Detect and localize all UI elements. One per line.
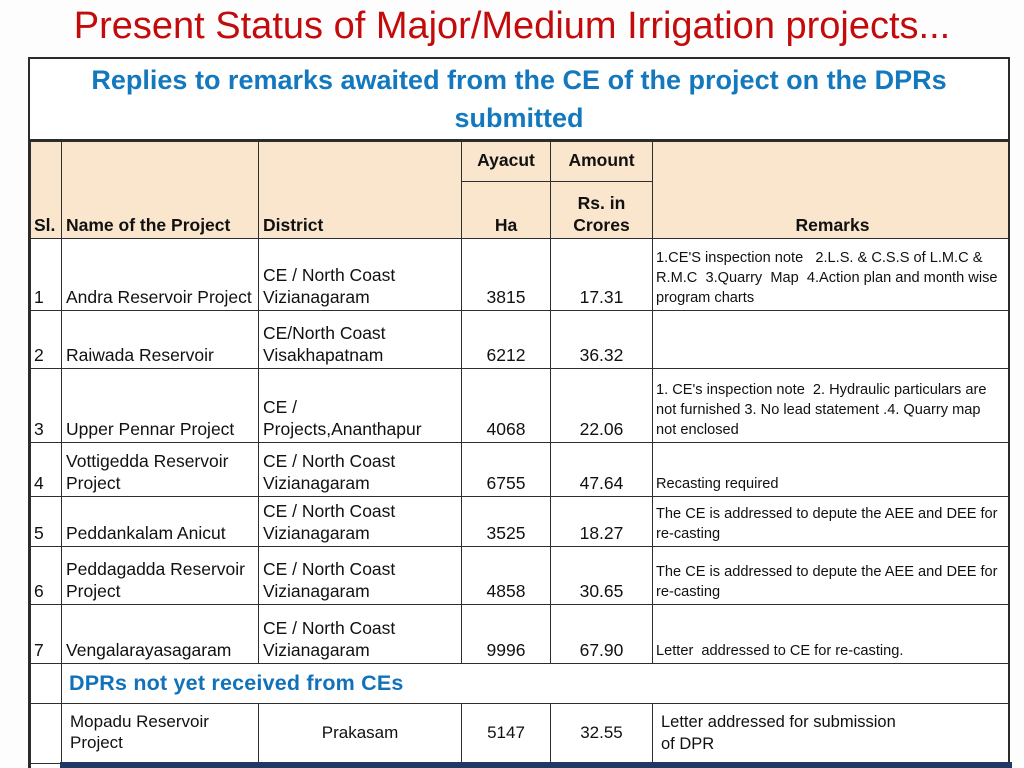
cell-name: Upper Pennar Project <box>61 368 259 443</box>
header-ayacut-unit: Ha <box>461 181 551 239</box>
panel-subtitle: Replies to remarks awaited from the CE o… <box>30 59 1008 141</box>
table-row: 7 Vengalarayasagaram CE / North Coast Vi… <box>30 604 1008 664</box>
cell-name: Raiwada Reservoir <box>61 310 259 369</box>
cell-amount: 17.31 <box>550 238 653 311</box>
cell-remarks: Letter addressed for submission of DPR <box>652 703 1008 764</box>
cell-remarks: The CE is addressed to depute the AEE an… <box>652 496 1008 547</box>
cell-sl: 6 <box>30 546 62 605</box>
cell-ayacut: 3525 <box>461 496 551 547</box>
cell-sl: 5 <box>30 496 62 547</box>
table-row: 4 Vottigedda Reservoir Project CE / Nort… <box>30 442 1008 497</box>
cell-name: Peddagadda Reservoir Project <box>61 546 259 605</box>
cell-ayacut: 5147 <box>461 703 551 764</box>
cell-sl: 3 <box>30 368 62 443</box>
cell-ayacut: 9996 <box>461 604 551 664</box>
cell-amount: 36.32 <box>550 310 653 369</box>
cell-sl: 7 <box>30 604 62 664</box>
section-header-dprs: DPRs not yet received from CEs <box>61 663 1008 704</box>
cell-name: Vottigedda Reservoir Project <box>61 442 259 497</box>
header-row-top: Sl. Name of the Project District Ayacut … <box>30 141 1008 239</box>
cell-ayacut: 4068 <box>461 368 551 443</box>
table-row: 5 Peddankalam Anicut CE / North Coast Vi… <box>30 496 1008 547</box>
cell-remarks: Letter addressed to CE for re-casting. <box>652 604 1008 664</box>
header-name: Name of the Project <box>61 141 259 239</box>
header-remarks: Remarks <box>652 141 1008 239</box>
cell-name: Peddankalam Anicut <box>61 496 259 547</box>
cell-district: CE/North Coast Visakhapatnam <box>258 310 462 369</box>
header-sl: Sl. <box>30 141 62 239</box>
header-ayacut: Ayacut <box>461 141 551 182</box>
cell-remarks: 1. CE's inspection note 2. Hydraulic par… <box>652 368 1008 443</box>
table-panel: Replies to remarks awaited from the CE o… <box>28 57 1010 768</box>
cell-name: Mopadu Reservoir Project <box>61 703 259 764</box>
cell-district: CE / North Coast Vizianagaram <box>258 442 462 497</box>
cell-ayacut: 3815 <box>461 238 551 311</box>
cell-name: Andra Reservoir Project <box>61 238 259 311</box>
cell-amount: 30.65 <box>550 546 653 605</box>
projects-table: Sl. Name of the Project District Ayacut … <box>30 141 1009 768</box>
cell-district: CE / North Coast Vizianagaram <box>258 546 462 605</box>
cell-district: CE / Projects,Ananthapur <box>258 368 462 443</box>
cell-district: CE / North Coast Vizianagaram <box>258 496 462 547</box>
cell-ayacut: 6212 <box>461 310 551 369</box>
cell-ayacut: 4858 <box>461 546 551 605</box>
cell-sl: 2 <box>30 310 62 369</box>
cell-sl <box>30 763 62 768</box>
cell-remarks <box>652 310 1008 369</box>
cell-district: CE / North Coast Vizianagaram <box>258 238 462 311</box>
table-row: Mopadu Reservoir Project Prakasam 5147 3… <box>30 703 1008 764</box>
footer-bar <box>60 762 1012 768</box>
cell-remarks: 1.CE'S inspection note 2.L.S. & C.S.S of… <box>652 238 1008 311</box>
table-row: 3 Upper Pennar Project CE / Projects,Ana… <box>30 368 1008 443</box>
page-title: Present Status of Major/Medium Irrigatio… <box>73 5 951 47</box>
header-row-units: Ha Rs. in Crores <box>31 181 1009 239</box>
table-row: 2 Raiwada Reservoir CE/North Coast Visak… <box>30 310 1008 369</box>
cell-sl: 1 <box>30 238 62 311</box>
cell-amount: 22.06 <box>550 368 653 443</box>
cell-remarks: The CE is addressed to depute the AEE an… <box>652 546 1008 605</box>
cell-amount: 18.27 <box>550 496 653 547</box>
section-header-row: DPRs not yet received from CEs <box>30 663 1008 704</box>
cell-district: CE / North Coast Vizianagaram <box>258 604 462 664</box>
header-amount: Amount <box>550 141 653 182</box>
table-row: 1 Andra Reservoir Project CE / North Coa… <box>30 238 1008 311</box>
cell-ayacut: 6755 <box>461 442 551 497</box>
cell-sl-empty <box>30 663 62 704</box>
header-amount-unit: Rs. in Crores <box>550 181 653 239</box>
cell-amount: 47.64 <box>550 442 653 497</box>
cell-remarks: Recasting required <box>652 442 1008 497</box>
table-row: 6 Peddagadda Reservoir Project CE / Nort… <box>30 546 1008 605</box>
cell-district: Prakasam <box>258 703 462 764</box>
header-district: District <box>258 141 462 239</box>
cell-sl: 4 <box>30 442 62 497</box>
cell-name: Vengalarayasagaram <box>61 604 259 664</box>
cell-sl <box>30 703 62 764</box>
cell-amount: 32.55 <box>550 703 653 764</box>
cell-amount: 67.90 <box>550 604 653 664</box>
